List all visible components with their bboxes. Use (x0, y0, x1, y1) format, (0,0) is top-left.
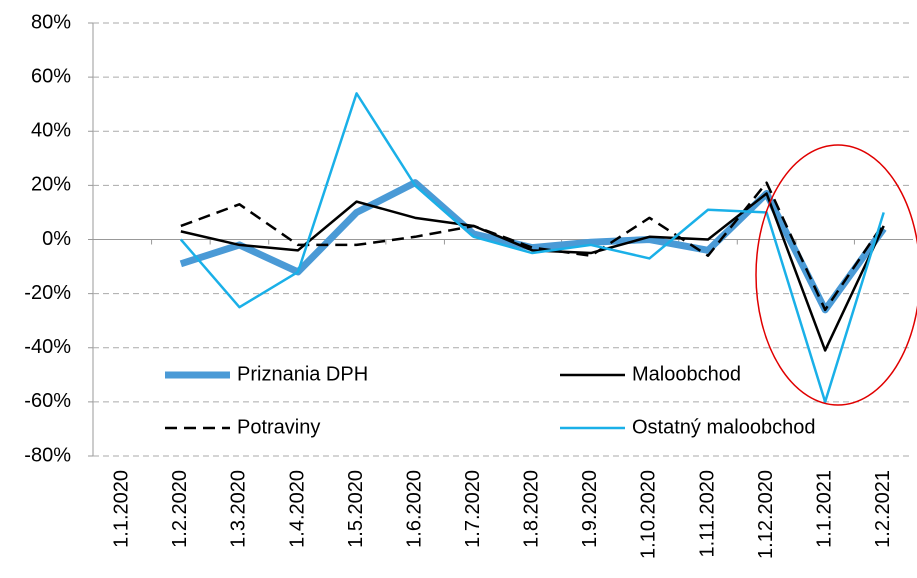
x-tick-label: 1.11.2020 (696, 470, 718, 558)
y-tick-label: -20% (24, 282, 71, 304)
x-tick-label: 1.2.2021 (872, 470, 894, 548)
x-tick-label: 1.6.2020 (403, 470, 425, 548)
y-tick-label: 60% (31, 65, 71, 87)
series-line (180, 181, 885, 312)
y-tick-label: 20% (31, 174, 71, 196)
legend-label: Potraviny (237, 416, 320, 438)
y-tick-label: 80% (31, 11, 71, 33)
legend-label: Maloobchod (632, 363, 741, 385)
series-line (180, 192, 885, 352)
x-tick-label: 1.5.2020 (345, 470, 367, 548)
x-tick-label: 1.7.2020 (462, 470, 484, 548)
plot: -80% -60% -40% -20% 0% 20% 40% 60% 80% 1.1.2020 1.… (24, 11, 913, 559)
x-tick-label: 1.8.2020 (521, 470, 543, 548)
x-tick-label: 1.1.2020 (111, 470, 133, 548)
y-tick-label: 0% (42, 228, 71, 250)
legend-label: Ostatný maloobchod (632, 416, 815, 438)
y-tick-label: 40% (31, 120, 71, 142)
x-tick-label: 1.12.2020 (755, 470, 777, 559)
x-tick-label: 1.3.2020 (228, 470, 250, 548)
y-tick-label: -60% (24, 390, 71, 412)
y-tick-label: -80% (24, 444, 71, 466)
x-tick-label: 1.2.2020 (169, 470, 191, 548)
y-tick-label: -40% (24, 336, 71, 358)
x-tick-label: 1.10.2020 (638, 470, 660, 559)
x-tick-label: 1.1.2021 (813, 470, 835, 548)
x-tick-label: 1.9.2020 (579, 470, 601, 548)
legend-label: Priznania DPH (237, 363, 368, 385)
x-tick-label: 1.4.2020 (286, 470, 308, 548)
highlight-ellipse (755, 144, 917, 406)
